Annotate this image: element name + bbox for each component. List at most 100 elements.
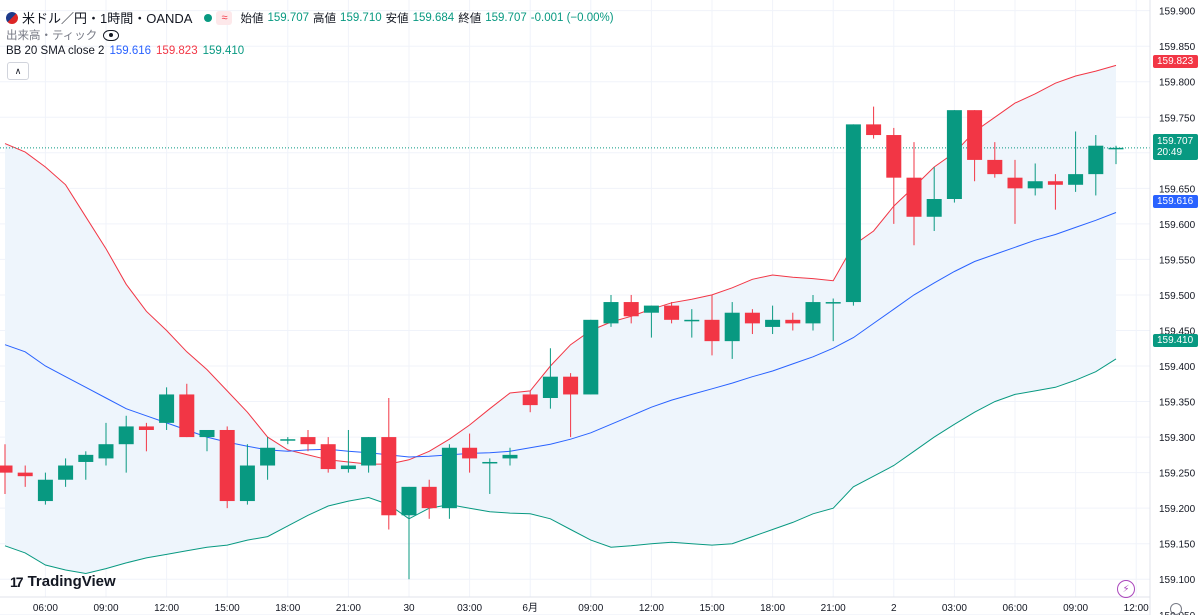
candle-body [179,394,195,438]
candle-body [340,465,356,470]
time-tick-label: 30 [403,603,415,614]
bollinger-upper-line [4,64,1117,465]
time-tick-label: 18:00 [760,603,785,614]
candle [1108,145,1124,165]
price-tick-label: 159.500 [1159,291,1196,302]
indicator-legend-row: BB 20 SMA close 2 159.616 159.823 159.41… [6,45,244,57]
time-tick-label: 03:00 [942,603,967,614]
candle [1047,174,1063,210]
candle [583,319,599,395]
candle [805,294,821,331]
candle [724,302,740,359]
candle [785,312,801,331]
candle [361,437,377,473]
candle [381,398,397,530]
candle [482,458,498,494]
candle-body [381,437,397,516]
close-value: 159.707 [485,11,527,24]
candle-body [522,394,538,406]
candle [987,142,1003,178]
indicator-basis-value: 159.616 [109,45,152,57]
candle [845,124,861,306]
lower-band-price-tag: 159.410 [1153,334,1198,347]
candle [866,106,882,139]
wave-icon[interactable]: ≈ [216,10,233,25]
candle-body [320,444,336,470]
candle-body [219,429,235,502]
candle [179,383,195,438]
candle [219,426,235,509]
last-price-value: 159.707 [1157,136,1194,147]
candle [906,142,922,246]
candle-body [623,302,639,317]
candle [1007,159,1023,224]
price-axis[interactable]: 159.900159.850159.800159.750159.700159.6… [1159,7,1196,615]
time-tick-label: 09:00 [1063,603,1088,614]
price-tick-label: 159.300 [1159,433,1196,444]
candle [1068,131,1084,192]
gear-icon[interactable] [1170,603,1182,615]
candle [320,437,336,473]
collapse-legend-button[interactable]: ∧ [7,62,29,80]
tradingview-logo[interactable]: 17 TradingView [10,573,116,590]
chevron-up-icon: ∧ [14,65,22,76]
candle-body [967,110,983,160]
candle [421,479,437,519]
candle [118,415,134,473]
candle [159,387,175,430]
tradingview-logo-icon: 17 [10,573,24,590]
candle [704,294,720,356]
candle-body [1027,181,1043,189]
candle-body [441,447,457,509]
candle [603,294,619,327]
candle-body [361,437,377,466]
candle [765,305,781,335]
high-value: 159.710 [340,11,382,24]
candle [462,433,478,473]
candle [886,127,902,224]
symbol-title[interactable]: 米ドル／円・1時間・OANDA [22,11,193,26]
candle-body [845,124,861,303]
candle [946,110,962,203]
upper-band-price-tag: 159.823 [1153,55,1198,68]
lightning-icon[interactable]: ⚡ [1117,580,1135,598]
last-price-tag: 159.707 20:49 [1153,134,1198,160]
candle [502,447,518,466]
open-label: 始値 [240,12,264,25]
candle-body [684,319,700,322]
candle [563,373,579,438]
candle-body [239,465,255,502]
time-tick-label: 15:00 [699,603,724,614]
bar-countdown: 20:49 [1157,147,1183,158]
price-tick-label: 159.800 [1159,78,1196,89]
volume-label[interactable]: 出来高・ティック [6,30,98,42]
candle [643,305,659,338]
time-tick-label: 09:00 [578,603,603,614]
candle [199,429,215,452]
candle [300,429,316,452]
brand-name: TradingView [27,573,116,590]
indicator-lower-value: 159.410 [202,45,245,57]
flag-icon [6,11,18,24]
eye-icon[interactable] [103,29,120,41]
time-tick-label: 03:00 [457,603,482,614]
time-tick-label: 09:00 [93,603,118,614]
candle-body [724,312,740,342]
candle-body [1108,147,1124,150]
candle-body [118,426,134,445]
market-status-icon[interactable] [204,13,213,22]
time-tick-label: 18:00 [275,603,300,614]
time-tick-label: 06:00 [1002,603,1027,614]
time-tick-label: 12:00 [154,603,179,614]
candle-body [58,465,74,480]
indicator-name[interactable]: BB 20 SMA close 2 [6,45,105,57]
candle-body [583,319,599,395]
time-axis[interactable]: 06:00 09:00 12:00 15:00 18:00 21:00 30 03:00 6月 0… [33,602,1149,614]
candle-body [462,447,478,459]
symbol-legend-row: 米ドル／円・1時間・OANDA ≈ 始値 159.707 高値 159.710 安値… [6,8,614,27]
candle [138,422,154,452]
candle [0,444,13,494]
candle-body [138,426,154,430]
time-tick-label: 06:00 [33,603,58,614]
